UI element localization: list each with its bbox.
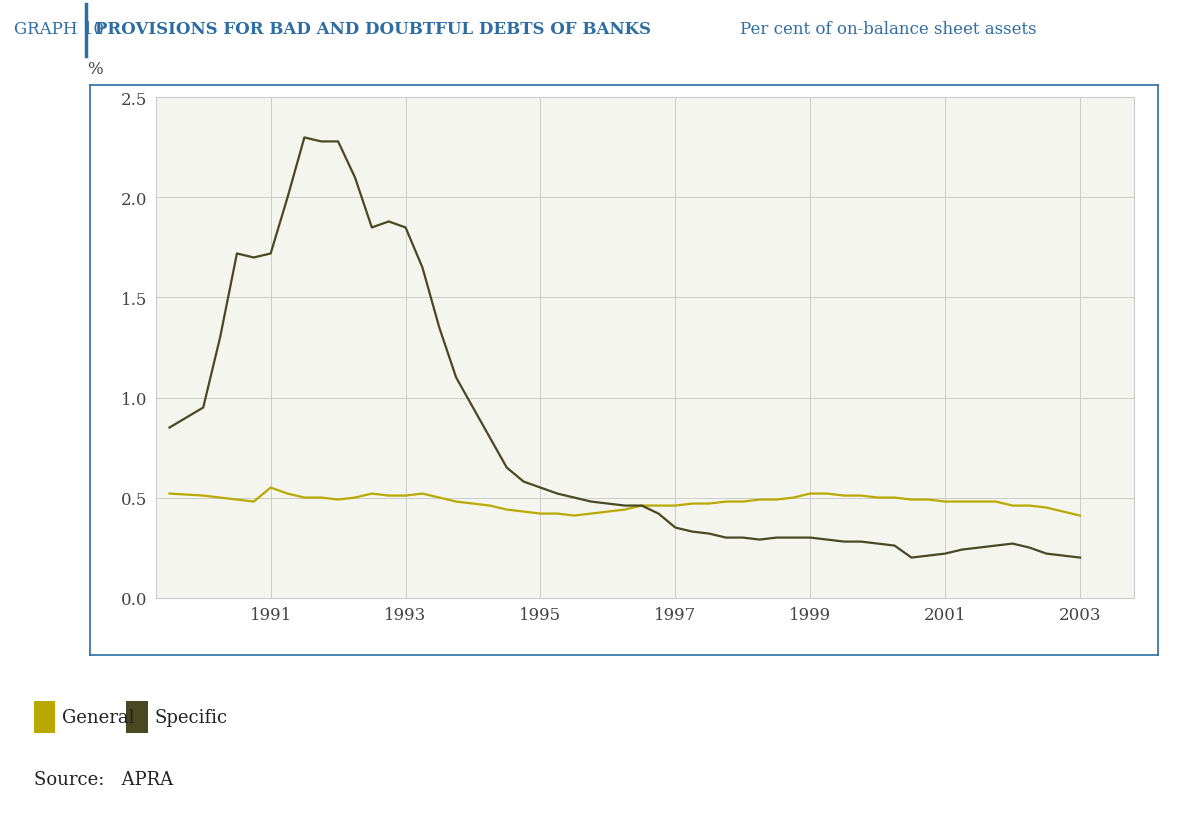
Text: General: General [62, 708, 134, 726]
Bar [34, 701, 55, 733]
Text: PROVISIONS FOR BAD AND DOUBTFUL DEBTS OF BANKS: PROVISIONS FOR BAD AND DOUBTFUL DEBTS OF… [95, 21, 650, 38]
Text: Source:   APRA: Source: APRA [34, 770, 173, 788]
Text: Specific: Specific [155, 708, 228, 726]
Text: Per cent of on-balance sheet assets: Per cent of on-balance sheet assets [740, 21, 1037, 38]
Bar [126, 701, 148, 733]
Text: %: % [88, 61, 103, 79]
Text: GRAPH 10: GRAPH 10 [14, 21, 104, 38]
